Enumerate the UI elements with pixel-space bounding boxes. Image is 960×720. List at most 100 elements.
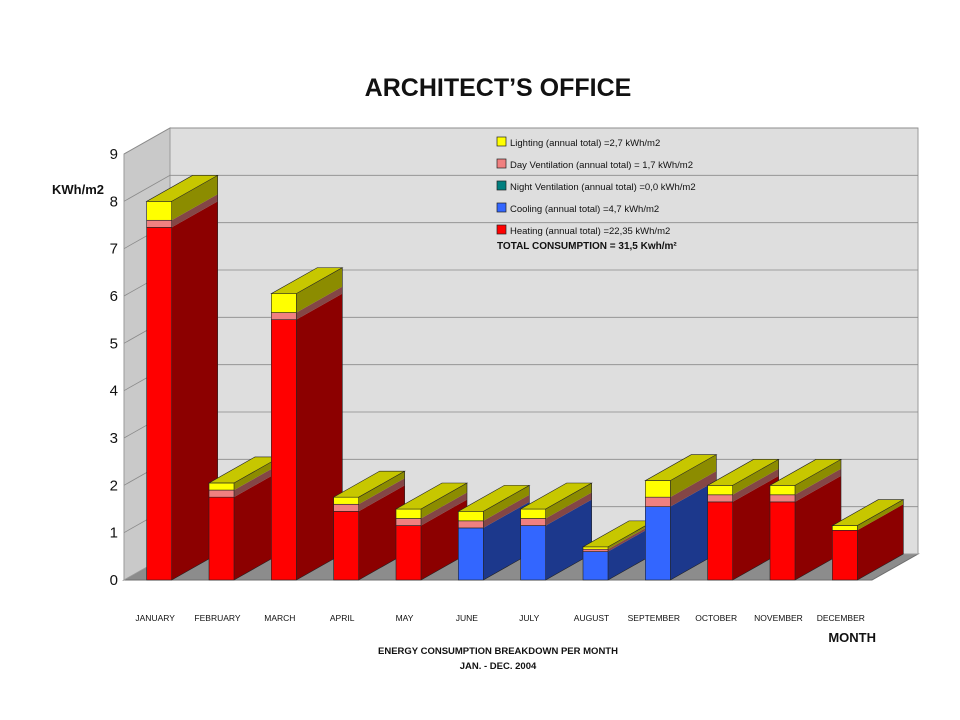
- legend-label: Heating (annual total) =22,35 kWh/m2: [510, 226, 670, 237]
- x-tick-label: MAY: [396, 613, 414, 623]
- bar-outline: [857, 499, 904, 581]
- bar-segment: [769, 494, 796, 503]
- x-tick-label: JUNE: [456, 613, 479, 623]
- y-tick-label: 0: [110, 572, 118, 589]
- bar-segment: [395, 525, 422, 581]
- legend-swatch: [496, 180, 507, 191]
- x-axis-label: MONTH: [828, 630, 876, 645]
- y-tick-label: 9: [110, 146, 118, 163]
- x-tick-label: JULY: [519, 613, 539, 623]
- bar-segment: [458, 511, 484, 522]
- bar-segment: [645, 496, 671, 507]
- bar-side-face: [608, 520, 654, 550]
- bar-segment: [520, 508, 546, 519]
- bar-side-face: [545, 499, 592, 580]
- y-tick-label: 3: [110, 430, 118, 447]
- y-tick-label: 8: [110, 193, 118, 210]
- total-consumption-annotation: TOTAL CONSUMPTION = 31,5 Kwh/m²: [497, 241, 677, 252]
- bar-side-face: [234, 456, 280, 491]
- bar-segment: [208, 496, 235, 581]
- bar-side-face: [358, 471, 405, 505]
- bar-side-face: [670, 454, 717, 498]
- y-tick-label: 5: [110, 335, 118, 352]
- y-axis: 0 1 2 3 4 5 6 7 8 9: [110, 146, 118, 589]
- bar-side-face: [670, 471, 717, 507]
- bar-january: [145, 175, 219, 581]
- bar-segment: [707, 501, 733, 581]
- x-tick-label: MARCH: [264, 613, 295, 623]
- legend-swatch: [496, 202, 507, 213]
- bar-segment: [458, 527, 484, 581]
- bar-segment: [458, 520, 484, 529]
- bar-segment: [146, 201, 172, 221]
- bar-segment: [582, 551, 609, 581]
- bar-side-face: [795, 468, 841, 502]
- chart-bars: [145, 175, 905, 581]
- x-tick-label: NOVEMBER: [754, 613, 803, 623]
- bar-side-face: [171, 201, 218, 580]
- bar-side-face: [234, 464, 280, 498]
- bar-side-face: [795, 459, 841, 495]
- chart-legend: Lighting (annual total) =2,7 kWh/m2 Day V…: [496, 136, 696, 237]
- bar-segment: [645, 506, 671, 581]
- legend-label: Day Ventilation (annual total) = 1,7 kWh…: [510, 160, 693, 171]
- bar-segment: [271, 293, 297, 313]
- bar-segment: [333, 511, 359, 581]
- bar-march: [270, 267, 344, 581]
- gridline: [123, 174, 918, 202]
- bar-october: [706, 459, 780, 581]
- bar-segment: [769, 501, 796, 581]
- bar-segment: [645, 480, 671, 498]
- bar-segment: [520, 525, 546, 581]
- legend-label: Night Ventilation (annual total) =0,0 kW…: [510, 182, 696, 193]
- bar-segment: [146, 227, 172, 581]
- bar-segment: [395, 508, 422, 519]
- bar-may: [394, 482, 469, 581]
- bar-side-face: [483, 494, 530, 528]
- footer-caption-line-2: JAN. - DEC. 2004: [460, 661, 537, 672]
- bar-side-face: [795, 475, 841, 580]
- bar-side-face: [171, 175, 218, 221]
- bar-segment: [582, 548, 609, 552]
- bar-side-face: [358, 485, 405, 580]
- bar-segment: [333, 496, 359, 505]
- bar-side-face: [857, 504, 904, 580]
- y-tick-label: 4: [110, 383, 118, 400]
- bar-side-face: [608, 525, 654, 580]
- x-axis-labels: JANUARY FEBRUARY MARCH APRIL MAY JUNE JULY AUGU…: [135, 613, 865, 623]
- legend-swatch: [496, 224, 507, 235]
- bar-side-face: [483, 485, 530, 521]
- x-tick-label: DECEMBER: [817, 613, 865, 623]
- bar-side-face: [421, 483, 467, 519]
- bar-segment: [146, 219, 172, 228]
- bar-side-face: [670, 480, 717, 580]
- bar-side-face: [732, 468, 779, 502]
- legend-swatch: [496, 158, 507, 169]
- bar-september: [644, 454, 718, 581]
- y-axis-label: KWh/m2: [52, 182, 104, 197]
- bar-segment: [707, 494, 733, 503]
- y-tick-label: 6: [110, 288, 118, 305]
- gridline: [123, 127, 918, 155]
- bar-side-face: [608, 523, 654, 552]
- legend-label: Cooling (annual total) =4,7 kWh/m2: [510, 204, 659, 215]
- chart-title: ARCHITECT’S OFFICE: [365, 74, 632, 102]
- bar-segment: [520, 518, 546, 526]
- bar-segment: [208, 482, 235, 491]
- bar-june: [457, 485, 531, 581]
- y-tick-label: 7: [110, 241, 118, 258]
- footer-caption-line-1: ENERGY CONSUMPTION BREAKDOWN PER MONTH: [378, 646, 618, 657]
- bar-side-face: [171, 194, 218, 228]
- bar-segment: [271, 319, 297, 581]
- bar-side-face: [421, 499, 467, 580]
- bar-segment: [208, 489, 235, 498]
- bar-segment: [707, 485, 733, 496]
- x-tick-label: FEBRUARY: [194, 613, 240, 623]
- bar-side-face: [234, 471, 280, 580]
- legend-label: Lighting (annual total) =2,7 kWh/m2: [510, 138, 660, 149]
- x-tick-label: AUGUST: [574, 613, 609, 623]
- bar-segment: [832, 529, 858, 581]
- bar-segment: [333, 503, 359, 512]
- bar-side-face: [545, 492, 592, 526]
- x-tick-label: OCTOBER: [695, 613, 737, 623]
